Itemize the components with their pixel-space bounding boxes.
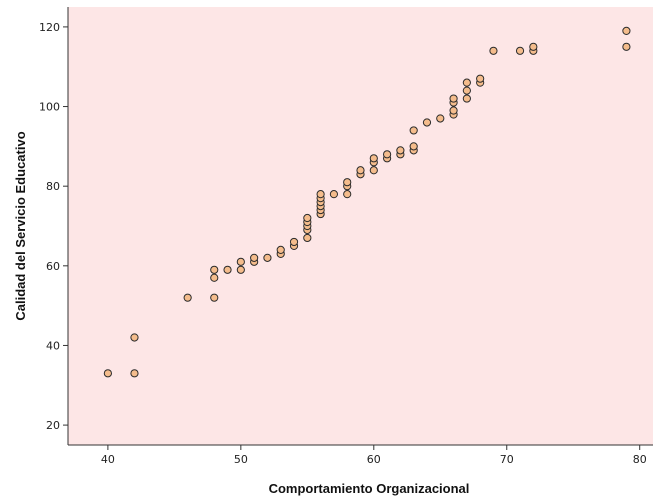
- y-axis-ticks: 20 40 60 80 100 120: [39, 21, 68, 432]
- scatter-point: [210, 265, 219, 274]
- scatter-point: [369, 166, 378, 175]
- x-axis-title: Comportamiento Organizacional: [269, 481, 470, 496]
- scatter-point: [276, 245, 285, 254]
- x-tick-label: 50: [234, 453, 248, 466]
- scatter-point: [449, 106, 458, 115]
- scatter-point: [422, 118, 432, 127]
- x-tick-label: 70: [500, 453, 514, 466]
- scatter-point: [236, 257, 245, 266]
- scatter-point: [396, 146, 405, 155]
- scatter-point: [529, 42, 538, 51]
- scatter-point: [382, 150, 392, 159]
- y-tick-label: 120: [39, 21, 60, 34]
- scatter-point: [409, 142, 418, 151]
- scatter-point: [103, 369, 112, 378]
- y-tick-label: 100: [39, 101, 60, 114]
- y-tick-label: 20: [46, 419, 60, 432]
- y-axis-title: Calidad del Servicio Educativo: [13, 131, 28, 320]
- scatter-point: [356, 166, 365, 175]
- scatter-point: [316, 190, 325, 199]
- x-tick-label: 40: [101, 453, 115, 466]
- scatter-point: [183, 293, 192, 302]
- scatter-point: [436, 114, 445, 123]
- scatter-point: [130, 333, 139, 342]
- scatter-point: [329, 190, 339, 199]
- y-tick-label: 60: [46, 260, 60, 273]
- y-tick-label: 80: [46, 180, 60, 193]
- scatter-point: [462, 94, 471, 103]
- scatter-point: [236, 265, 245, 274]
- plot-area: [68, 7, 653, 445]
- scatter-point: [409, 126, 418, 135]
- scatter-point: [223, 265, 232, 274]
- scatter-point: [303, 233, 312, 243]
- scatter-point: [343, 178, 352, 187]
- scatter-point: [369, 154, 378, 163]
- scatter-point: [250, 253, 259, 262]
- scatter-point: [622, 26, 631, 35]
- scatter-point: [449, 94, 458, 103]
- scatter-point: [130, 369, 139, 378]
- scatter-point: [210, 273, 219, 282]
- scatter-point: [210, 293, 219, 302]
- data-points: [103, 26, 631, 378]
- scatter-point: [462, 86, 471, 95]
- scatter-point: [303, 213, 312, 223]
- x-tick-label: 80: [633, 453, 647, 466]
- scatter-point: [515, 46, 525, 55]
- y-tick-label: 40: [46, 339, 60, 352]
- scatter-point: [622, 42, 631, 51]
- scatter-point: [489, 46, 498, 55]
- scatter-point: [289, 237, 299, 247]
- scatter-point: [343, 190, 352, 199]
- scatter-point: [462, 78, 471, 87]
- scatter-point: [476, 74, 485, 83]
- scatter-point: [263, 253, 272, 262]
- x-axis-ticks: 40 50 60 70 80: [101, 445, 647, 466]
- x-tick-label: 60: [367, 453, 381, 466]
